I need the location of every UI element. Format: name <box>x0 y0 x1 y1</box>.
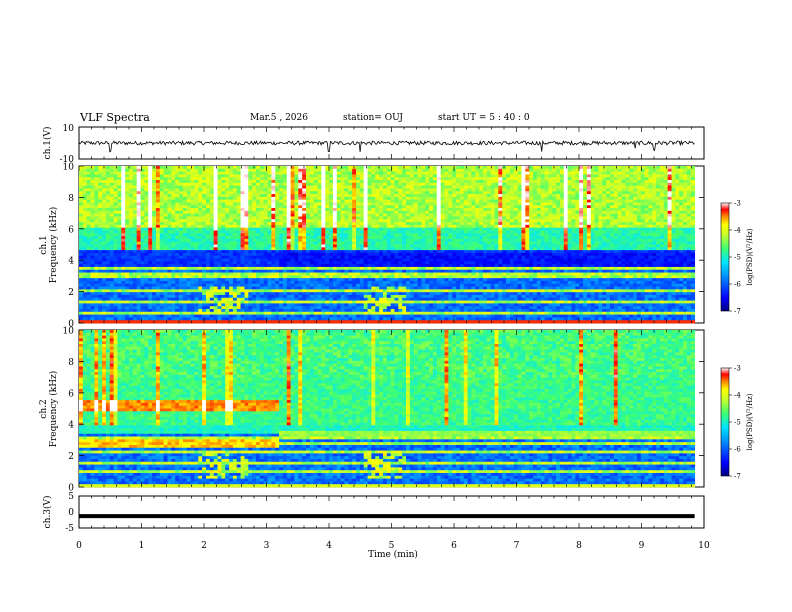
ch2-spec-ylabel-line1: ch.2 <box>39 399 49 418</box>
ch1-spec-ytick-6: 6 <box>68 225 74 235</box>
colorbar-ch2-label: log(PSD)(V²/Hz) <box>746 393 754 450</box>
x-tick-label-6: 6 <box>451 541 457 551</box>
ch2-spec-ytick-2: 2 <box>68 452 74 462</box>
date-label: Mar.5 , 2026 <box>250 113 308 123</box>
colorbar-ch1-tick--4: -4 <box>734 227 741 235</box>
ch1-ylabel: ch.1(V) <box>42 127 53 160</box>
ch1-spectrogram-image <box>79 166 696 324</box>
colorbar-ch2-tick--6: -6 <box>734 446 741 454</box>
ch1-spec-ytick-2: 2 <box>68 288 74 298</box>
ch2-spec-ytick-0: 0 <box>68 484 74 494</box>
ch1-spec-ytick-0: 0 <box>68 320 74 330</box>
ch2-spec-ytick-4: 4 <box>68 421 74 431</box>
colorbar-ch2-tick--4: -4 <box>734 392 741 400</box>
colorbar-ch2-tick--3: -3 <box>734 365 741 373</box>
x-tick-label-10: 10 <box>698 541 710 551</box>
ch1-spec-ytick-8: 8 <box>68 194 74 204</box>
ch2-spec-ytick-10: 10 <box>63 327 75 337</box>
ch1-spec-ylabel-line2: Frequency (kHz) <box>48 207 59 284</box>
ch2-spec-ylabel-line2: Frequency (kHz) <box>48 371 59 448</box>
ch1-waveform-trace <box>78 139 695 153</box>
x-tick-label-0: 0 <box>76 541 82 551</box>
colorbar-ch1: -3 -4 -5 -6 -7 log(PSD)(V²/Hz) <box>720 200 754 316</box>
colorbar-ch1-tick--3: -3 <box>734 200 741 208</box>
x-tick-label-7: 7 <box>514 541 520 551</box>
ch3-ytick-top: 5 <box>68 492 74 502</box>
ch1-spec-ylabel-line1: ch.1 <box>39 235 49 254</box>
ch1-spectrogram-panel: 0 2 4 6 8 10 ch.1 Frequency (kHz) <box>39 163 705 330</box>
ch1-waveform-panel: 10 -10 ch.1(V) <box>42 124 705 165</box>
colorbar-ch1-tick--5: -5 <box>734 254 741 262</box>
ch1-ytick-bottom: -10 <box>60 155 75 165</box>
ch2-spectrogram-image <box>79 330 696 488</box>
station-label: station= OUJ <box>343 113 404 123</box>
ch3-waveform-panel: 5 0 -5 ch.3(V) <box>42 492 705 534</box>
colorbar-ch1-label: log(PSD)(V²/Hz) <box>746 228 754 285</box>
x-tick-label-9: 9 <box>639 541 645 551</box>
x-axis-label: Time (min) <box>368 549 418 560</box>
ch3-ytick-bottom: -5 <box>65 524 74 534</box>
ch1-spec-ytick-10: 10 <box>63 163 75 173</box>
x-tick-label-1: 1 <box>139 541 145 551</box>
ch3-ytick-mid: 0 <box>68 508 74 518</box>
x-axis-tick-labels: 0 1 2 3 4 5 6 7 8 9 10 <box>76 541 710 551</box>
colorbar-ch2-tick--7: -7 <box>734 473 741 481</box>
colorbar-ch1-tick--7: -7 <box>734 308 741 316</box>
colorbar-ch1-tick--6: -6 <box>734 281 741 289</box>
ch2-spectrogram-panel: 0 2 4 6 8 10 ch.2 Frequency (kHz) <box>39 327 705 494</box>
colorbar-ch2-tick--5: -5 <box>734 419 741 427</box>
x-tick-label-2: 2 <box>201 541 207 551</box>
x-tick-label-4: 4 <box>326 541 332 551</box>
x-axis-ticks <box>78 127 705 528</box>
plot-title: VLF Spectra <box>80 111 150 124</box>
ch2-spec-ytick-6: 6 <box>68 389 74 399</box>
ch1-ytick-top: 10 <box>63 124 75 134</box>
ch2-spec-ytick-8: 8 <box>68 358 74 368</box>
x-tick-label-5: 5 <box>389 541 395 551</box>
colorbar-ch2: -3 -4 -5 -6 -7 log(PSD)(V²/Hz) <box>720 365 754 481</box>
start-time-label: start UT = 5 : 40 : 0 <box>438 113 530 123</box>
ch1-spec-ytick-4: 4 <box>68 257 74 267</box>
x-tick-label-3: 3 <box>264 541 270 551</box>
ch3-ylabel: ch.3(V) <box>42 496 53 529</box>
x-tick-label-8: 8 <box>576 541 582 551</box>
